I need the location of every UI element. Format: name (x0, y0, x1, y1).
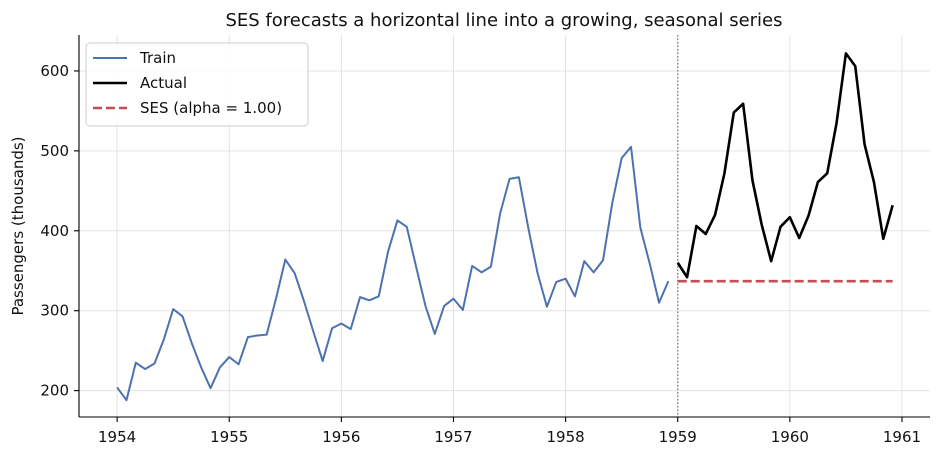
y-tick-label: 600 (40, 62, 69, 80)
axis-layer: 1954 1955 1956 1957 1958 1959 1960 1961 200 300 40… (40, 35, 930, 446)
x-tick-label: 1955 (210, 428, 248, 446)
x-tick-label: 1954 (98, 428, 136, 446)
legend-box (85, 42, 309, 127)
x-tick-label: 1956 (322, 428, 360, 446)
series-line-1 (116, 145, 670, 402)
y-axis-title: Passengers (thousands) (9, 136, 27, 315)
x-tick-label: 1960 (771, 428, 809, 446)
chart-title: SES forecasts a horizontal line into a g… (225, 10, 782, 31)
legend: Train Actual SES (alpha = 1.00) (85, 42, 309, 127)
legend-label: SES (alpha = 1.00) (140, 99, 282, 117)
series-layer (116, 52, 894, 402)
legend-label: Train (139, 49, 176, 67)
x-tick-label: 1961 (883, 428, 921, 446)
legend-label: Actual (140, 74, 187, 92)
x-tick-label: 1957 (434, 428, 472, 446)
y-tick-label: 300 (40, 302, 69, 320)
series-line-2 (676, 52, 894, 279)
y-tick-label: 400 (40, 222, 69, 240)
x-tick-label: 1958 (547, 428, 585, 446)
x-tick-label: 1959 (659, 428, 697, 446)
y-tick-label: 500 (40, 142, 69, 160)
y-tick-label: 200 (40, 382, 69, 400)
